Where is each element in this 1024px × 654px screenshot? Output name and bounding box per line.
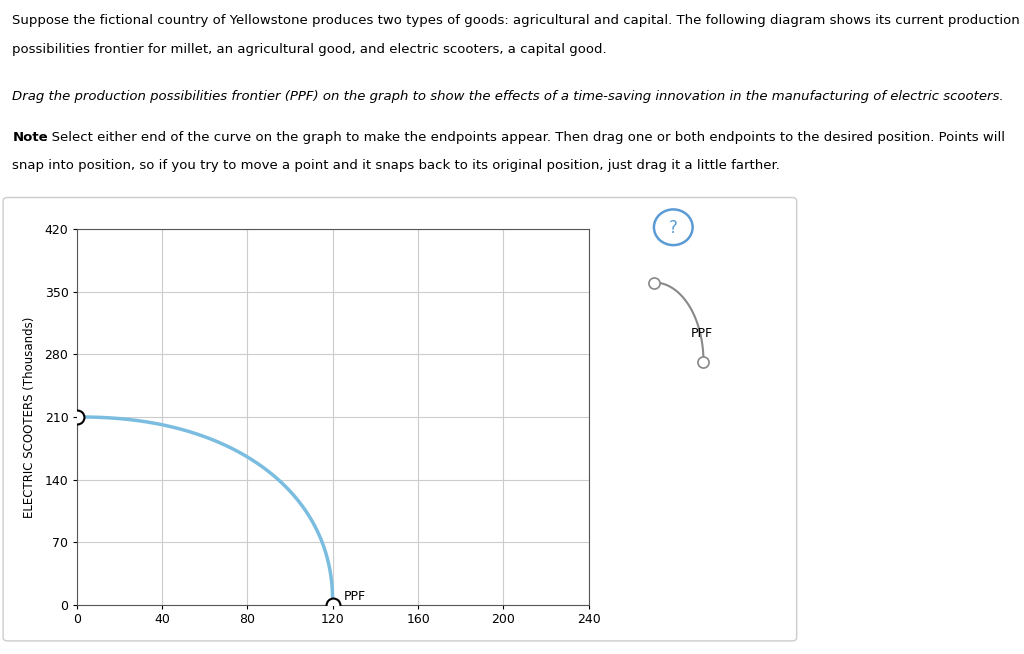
- Text: ?: ?: [669, 219, 678, 237]
- Text: Note: Note: [12, 131, 48, 144]
- Text: Suppose the fictional country of Yellowstone produces two types of goods: agricu: Suppose the fictional country of Yellows…: [12, 14, 1020, 27]
- Circle shape: [654, 209, 692, 245]
- Text: PPF: PPF: [343, 589, 366, 602]
- Text: PPF: PPF: [691, 327, 714, 340]
- Text: snap into position, so if you try to move a point and it snaps back to its origi: snap into position, so if you try to mov…: [12, 159, 780, 172]
- Y-axis label: ELECTRIC SCOOTERS (Thousands): ELECTRIC SCOOTERS (Thousands): [24, 317, 36, 517]
- Text: : Select either end of the curve on the graph to make the endpoints appear. Then: : Select either end of the curve on the …: [43, 131, 1005, 144]
- Text: possibilities frontier for millet, an agricultural good, and electric scooters, : possibilities frontier for millet, an ag…: [12, 43, 607, 56]
- Text: Drag the production possibilities frontier (PPF) on the graph to show the effect: Drag the production possibilities fronti…: [12, 90, 1004, 103]
